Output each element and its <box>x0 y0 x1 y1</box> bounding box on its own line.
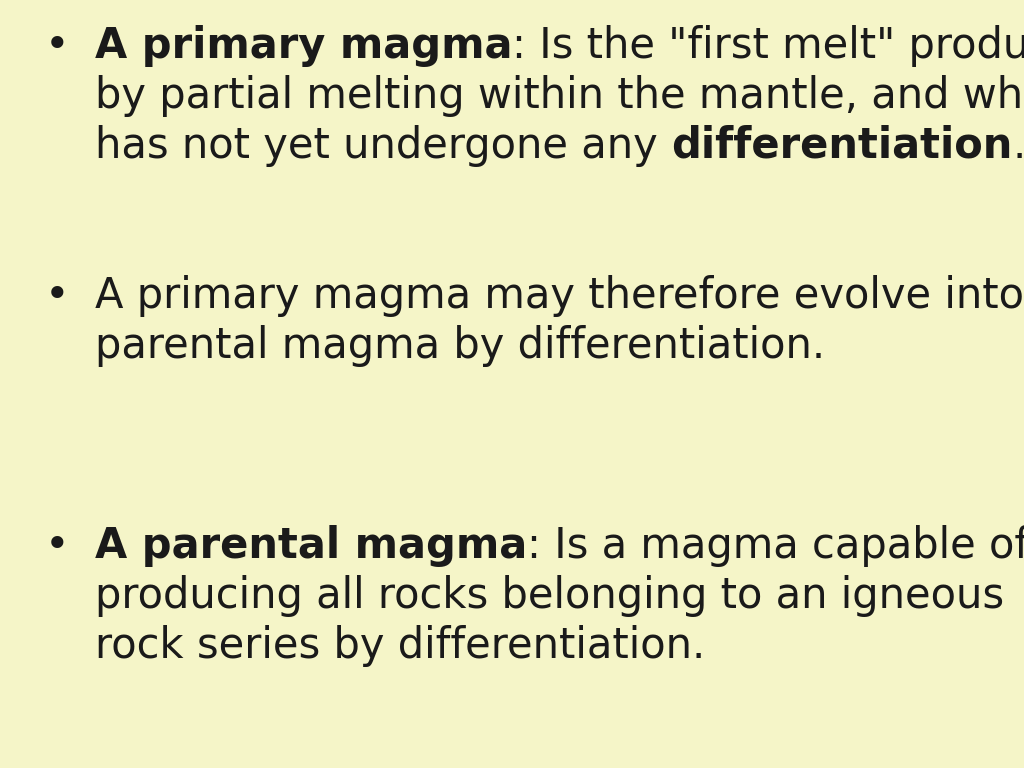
Text: : Is the "first melt" produced: : Is the "first melt" produced <box>512 25 1024 67</box>
Text: A primary magma may therefore evolve into a: A primary magma may therefore evolve int… <box>95 275 1024 317</box>
Text: .: . <box>1013 125 1024 167</box>
Text: •: • <box>45 525 70 567</box>
Text: •: • <box>45 275 70 317</box>
Text: parental magma by differentiation.: parental magma by differentiation. <box>95 325 825 367</box>
Text: differentiation: differentiation <box>671 125 1013 167</box>
Text: : Is a magma capable of: : Is a magma capable of <box>527 525 1024 567</box>
Text: A parental magma: A parental magma <box>95 525 527 567</box>
Text: by partial melting within the mantle, and which: by partial melting within the mantle, an… <box>95 75 1024 117</box>
Text: has not yet undergone any: has not yet undergone any <box>95 125 671 167</box>
Text: producing all rocks belonging to an igneous: producing all rocks belonging to an igne… <box>95 575 1005 617</box>
Text: •: • <box>45 25 70 67</box>
Text: rock series by differentiation.: rock series by differentiation. <box>95 625 706 667</box>
Text: A primary magma: A primary magma <box>95 25 512 67</box>
